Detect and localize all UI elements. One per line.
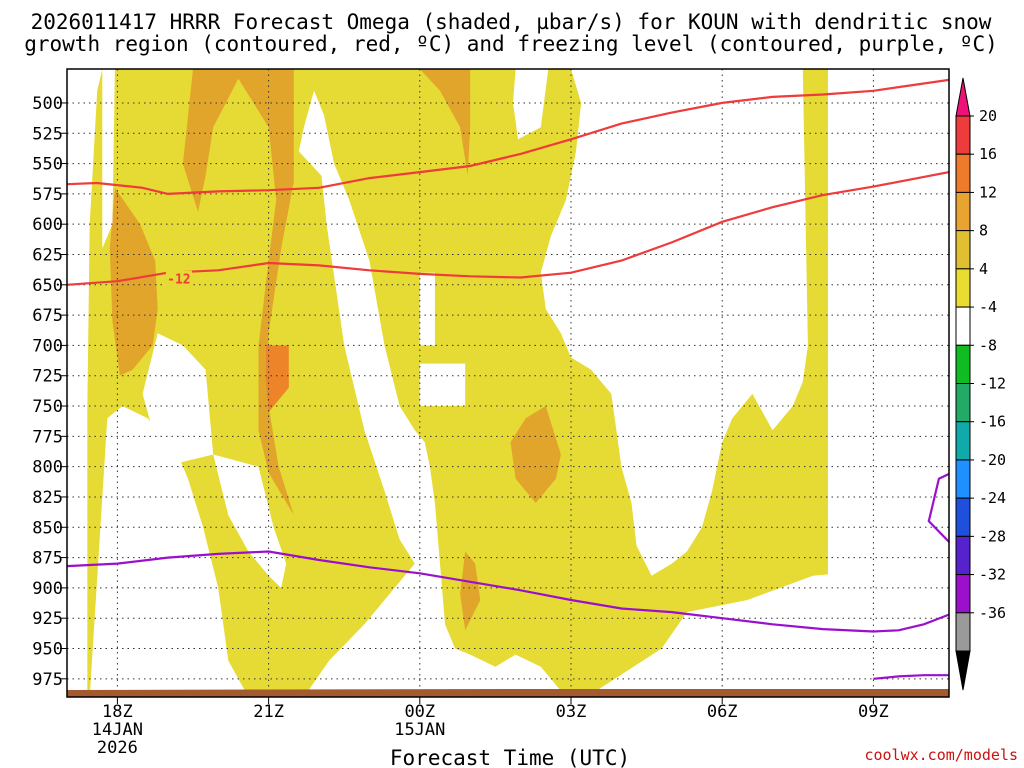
contour-labels: -12 [165,270,192,288]
freezing-level-contour-0 [67,550,949,633]
colorbar-label-6: -8 [979,336,997,354]
x-tick-label-6-0: 00Z [404,702,435,722]
colorbar-segment-2 [955,191,971,232]
freezing-level-contour-2 [927,472,949,543]
y-tick-label-800: 800 [32,458,63,478]
colorbar-segment-9 [955,459,971,499]
colorbar-segment-4 [955,268,971,308]
no-shade-regions [67,69,949,697]
colorbar-label-12: -32 [979,566,1006,584]
x-tick-label-0-2: 2026 [97,738,138,758]
no-shade-region-6 [142,333,214,467]
y-tick-label-625: 625 [32,245,63,265]
ground-fill [67,689,949,697]
contour-label-bg [165,270,192,286]
y-tick-label-500: 500 [32,94,63,114]
y-tick-label-975: 975 [32,670,63,690]
colorbar-top-arrow [955,77,971,117]
colorbar-label-0: 20 [979,107,997,125]
no-shade-region-1 [540,69,808,576]
dgz-contour-0 [67,78,949,196]
colorbar-label-2: 12 [979,183,997,201]
y-tick-label-550: 550 [32,155,63,175]
freezing-level-contour-1 [873,674,949,680]
y-tick-label-875: 875 [32,549,63,569]
dgz-contour-1 [67,171,949,286]
no-shade-region-8 [67,418,88,697]
colorbar-segment-7 [955,383,971,423]
colorbar-label-3: 8 [979,222,988,240]
y-tick-label-750: 750 [32,397,63,417]
plot-frame [66,68,950,698]
no-shade-region-9 [89,90,949,697]
x-tick-label-15-0: 09Z [858,702,889,722]
colorbar-label-1: 16 [979,145,997,163]
y-tick-label-725: 725 [32,367,63,387]
y-tick-label-675: 675 [32,306,63,326]
y-tick-label-950: 950 [32,640,63,660]
no-shade-region-5 [419,363,466,406]
colorbar-segment-6 [955,344,971,384]
omega-field-8-12-5 [510,406,561,503]
colorbar-label-4: 4 [979,260,988,278]
x-tick-label-12-0: 06Z [707,702,738,722]
ground-surface [67,689,949,697]
no-shade-region-4 [419,272,435,346]
colorbar-label-11: -28 [979,527,1006,545]
chart-title-line1: 2026011417 HRRR Forecast Omega (shaded, … [31,10,992,34]
y-tick-label-825: 825 [32,488,63,508]
colorbar-segment-8 [955,421,971,461]
x-tick-label-0-0: 18Z [102,702,133,722]
no-shade-region-7 [213,454,287,588]
y-tick-label-700: 700 [32,336,63,356]
contour-label: -12 [167,273,190,288]
colorbar-label-9: -20 [979,451,1006,469]
credit-text: coolwx.com/models [864,746,1018,764]
y-tick-label-600: 600 [32,215,63,235]
no-shade-region-2 [102,69,115,249]
omega-field-8-12-1 [109,187,158,376]
colorbar-segment-11 [955,535,971,576]
colorbar-label-8: -16 [979,413,1006,431]
y-tick-label-525: 525 [32,124,63,144]
no-shade-region-3 [828,69,949,697]
y-axis: 500 525 550 575 600 625 650 675 700 725 750 775 800 8… [32,94,67,690]
colorbar-label-10: -24 [979,489,1006,507]
x-tick-label-0-1: 14JAN [92,720,143,740]
colorbar-label-5: -4 [979,298,997,316]
x-axis-label: Forecast Time (UTC) [390,746,630,768]
x-tick-label-6-1: 15JAN [394,720,445,740]
colorbar: 20 16 12 8 4 -4 -8 -12 -16 -20 -24 -28 -32 -36 [955,77,1006,691]
colorbar-segment-10 [955,497,971,537]
y-tick-label-650: 650 [32,276,63,296]
no-shade-region-0 [513,69,549,140]
colorbar-bottom-arrow [955,650,971,691]
colorbar-label-7: -12 [979,375,1006,393]
colorbar-segment-12 [955,574,971,614]
y-tick-label-900: 900 [32,579,63,599]
x-tick-label-3-0: 21Z [253,702,284,722]
colorbar-segment-1 [955,153,971,193]
y-tick-label-850: 850 [32,518,63,538]
colorbar-segment-3 [955,230,971,270]
omega-field-8-12-2 [182,69,294,516]
colorbar-segment-13 [955,612,971,652]
colorbar-label-13: -36 [979,604,1006,622]
omega-field-8-12-3 [419,69,471,176]
omega-field-8-12-6 [460,551,481,631]
y-tick-label-925: 925 [32,609,63,629]
chart-title-line2: growth region (contoured, red, ºC) and f… [24,32,998,56]
y-tick-label-575: 575 [32,185,63,205]
colorbar-segment-5 [955,306,971,346]
y-tick-label-775: 775 [32,427,63,447]
contour-lines [67,78,949,680]
x-tick-label-9-0: 03Z [556,702,587,722]
colorbar-segment-0 [955,115,971,155]
omega-field-12-16-7 [266,345,289,413]
